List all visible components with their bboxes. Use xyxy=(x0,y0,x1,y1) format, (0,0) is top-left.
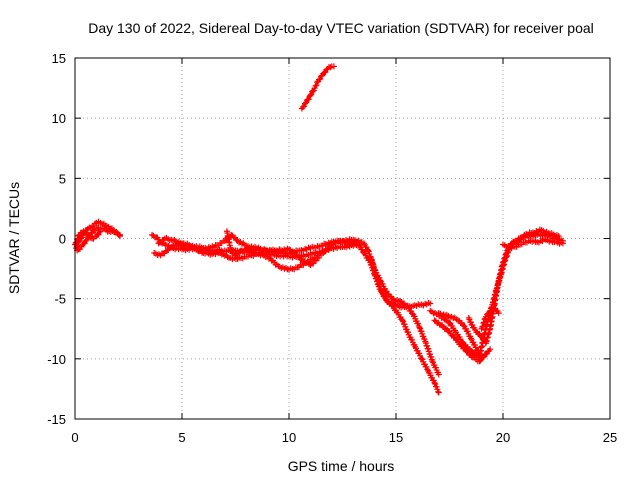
data-point-markers xyxy=(431,317,487,365)
series-arc-3c xyxy=(367,253,442,378)
data-point-markers xyxy=(478,305,502,332)
plot-frame xyxy=(74,57,611,420)
x-tick-label: 10 xyxy=(282,430,296,445)
x-tick-label: 5 xyxy=(178,430,185,445)
x-tick-label: 20 xyxy=(496,430,510,445)
data-markers xyxy=(72,63,566,396)
y-tick-label: -5 xyxy=(54,292,66,307)
data-point-markers xyxy=(476,230,566,360)
chart-title: Day 130 of 2022, Sidereal Day-to-day VTE… xyxy=(88,20,594,36)
x-tick-label: 0 xyxy=(71,430,78,445)
series-arc-3a xyxy=(356,242,442,396)
y-tick-label: 0 xyxy=(59,232,66,247)
data-point-markers xyxy=(367,253,442,378)
y-tick-label: -10 xyxy=(47,352,66,367)
series-arc-2d xyxy=(223,228,322,268)
x-tick-label: 25 xyxy=(603,430,617,445)
y-tick-label: 10 xyxy=(52,111,66,126)
axes: 0 5 10 15 20 25 -15 -10 -5 0 5 10 15 xyxy=(47,51,617,445)
y-axis-label: SDTVAR / TECUs xyxy=(6,182,22,294)
data-point-markers xyxy=(500,236,566,252)
y-tick-label: -15 xyxy=(47,412,66,427)
x-tick-label: 15 xyxy=(389,430,403,445)
series-arc-4b xyxy=(431,317,487,365)
data-point-markers xyxy=(298,63,337,112)
series-arc-5d xyxy=(500,236,566,252)
y-tick-label: 15 xyxy=(52,51,66,66)
data-point-markers xyxy=(356,242,442,396)
data-point-markers xyxy=(223,228,322,268)
data-point-markers xyxy=(435,310,485,359)
x-axis-label: GPS time / hours xyxy=(288,458,395,474)
y-tick-label: 5 xyxy=(59,171,66,186)
series-arc-5a xyxy=(476,230,566,360)
series-arc-6 xyxy=(298,63,337,112)
grid xyxy=(75,58,610,419)
series-arc-4c xyxy=(435,310,485,359)
series-arc-5c xyxy=(478,305,502,332)
